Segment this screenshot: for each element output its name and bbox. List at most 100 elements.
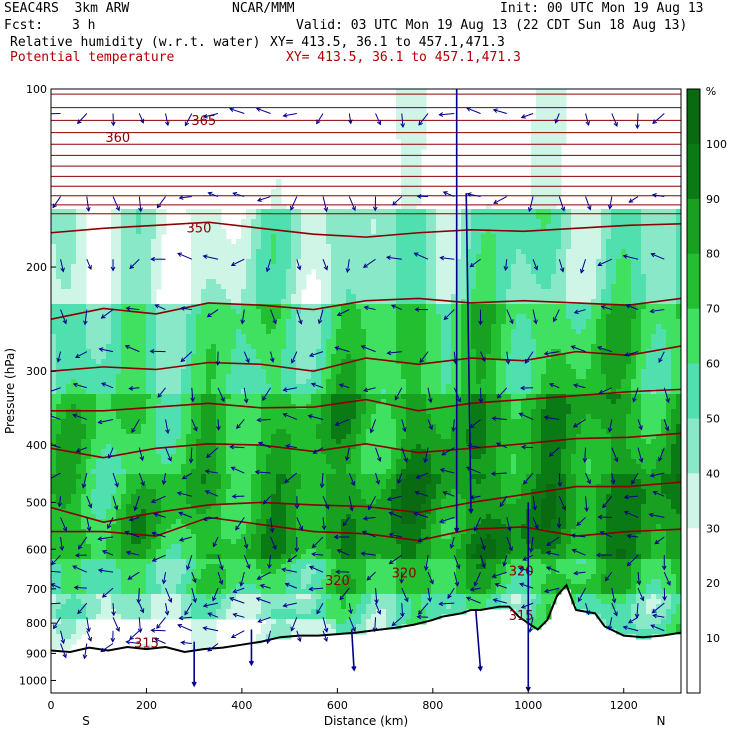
wind-arrow	[323, 207, 329, 213]
wind-arrow	[648, 512, 654, 518]
wind-arrow	[366, 571, 376, 581]
wind-arrow	[98, 418, 114, 424]
wind-arrow	[124, 530, 130, 536]
wind-arrow	[346, 259, 350, 273]
wind-arrow	[438, 601, 444, 607]
wind-arrow	[419, 358, 424, 364]
wind-arrow	[626, 561, 632, 567]
wind-arrow	[322, 196, 328, 212]
wind-arrow	[266, 259, 272, 272]
wind-arrow	[207, 643, 219, 652]
wind-arrow	[495, 442, 501, 447]
wind-arrow	[101, 593, 107, 598]
wind-arrow	[231, 466, 245, 474]
wind-arrow	[283, 413, 297, 420]
wind-arrow	[297, 637, 302, 643]
wind-arrow	[339, 595, 345, 601]
wind-arrow	[348, 119, 353, 125]
wind-arrow	[481, 545, 486, 551]
wind-arrow	[392, 616, 403, 626]
wind-arrow	[337, 309, 350, 316]
wind-arrow	[480, 555, 485, 568]
wind-arrow	[401, 113, 404, 128]
wind-arrow	[571, 534, 586, 538]
wind-arrow	[532, 309, 537, 324]
wind-arrow	[235, 525, 240, 531]
wind-arrow	[282, 603, 288, 608]
wind-arrow	[376, 457, 382, 463]
wind-arrow	[309, 587, 324, 590]
wind-arrow	[372, 627, 378, 633]
wind-arrow	[138, 472, 145, 486]
wind-arrow	[611, 113, 618, 127]
wind-arrow	[609, 196, 613, 209]
wind-arrow	[164, 610, 170, 616]
wind-arrow	[492, 598, 498, 603]
wind-arrow	[60, 517, 67, 532]
wind-arrow	[399, 578, 404, 584]
wind-arrow	[599, 531, 605, 536]
wind-arrow	[98, 536, 114, 540]
humidity-shading	[51, 89, 681, 650]
wind-arrow	[53, 624, 58, 630]
wind-arrow	[427, 419, 433, 430]
wind-arrow	[246, 564, 251, 570]
wind-arrow	[638, 425, 643, 431]
wind-arrow	[77, 113, 88, 124]
wind-arrow	[339, 587, 350, 600]
wind-arrow	[454, 581, 460, 587]
wind-arrow	[230, 466, 236, 471]
wind-arrow	[112, 196, 120, 211]
wind-arrow	[126, 551, 140, 556]
wind-arrow	[348, 113, 352, 124]
wind-arrow	[291, 351, 298, 364]
wind-arrow	[605, 571, 613, 581]
wind-arrow	[74, 586, 87, 589]
wind-arrow	[600, 531, 612, 538]
wind-arrow	[191, 419, 198, 431]
wind-arrow	[72, 565, 78, 570]
wind-arrow	[350, 629, 355, 671]
wind-arrow	[663, 571, 671, 586]
wind-arrow	[520, 604, 526, 609]
wind-arrow	[345, 268, 351, 274]
wind-arrow	[282, 112, 288, 118]
wind-arrow	[558, 259, 564, 272]
colorbar-swatch	[687, 308, 700, 365]
wind-arrow	[284, 582, 290, 588]
wind-arrow	[129, 387, 140, 390]
wind-arrow	[243, 387, 248, 403]
wind-arrow	[375, 447, 381, 462]
wind-arrow	[362, 516, 368, 521]
wind-arrow	[184, 113, 193, 126]
wind-arrow	[186, 555, 193, 570]
wind-arrow	[528, 627, 533, 633]
wind-arrow	[473, 526, 479, 532]
wind-arrow	[577, 587, 586, 602]
wind-arrow	[452, 419, 455, 431]
wind-arrow	[126, 307, 140, 311]
wind-arrow	[149, 348, 155, 354]
wind-arrow	[636, 113, 639, 129]
wind-arrow	[257, 441, 263, 447]
wind-arrow	[232, 191, 238, 197]
theta-label: 320	[509, 565, 534, 580]
wind-arrow	[524, 351, 534, 364]
wind-arrow	[284, 472, 298, 483]
wind-arrow	[154, 513, 166, 518]
wind-arrow	[78, 544, 83, 550]
wind-arrow	[519, 412, 534, 420]
wind-arrow	[177, 252, 183, 257]
wind-arrow	[262, 499, 268, 505]
wind-arrow	[427, 588, 431, 602]
wind-arrow	[346, 447, 350, 461]
wind-arrow	[97, 536, 103, 541]
wind-arrow	[78, 536, 88, 550]
wind-arrow	[607, 427, 613, 433]
wind-arrow	[650, 624, 665, 632]
wind-arrow	[519, 567, 534, 573]
wind-arrow	[178, 195, 184, 200]
wind-arrow	[296, 309, 302, 324]
wind-arrow	[351, 666, 357, 672]
wind-arrow	[285, 443, 291, 449]
